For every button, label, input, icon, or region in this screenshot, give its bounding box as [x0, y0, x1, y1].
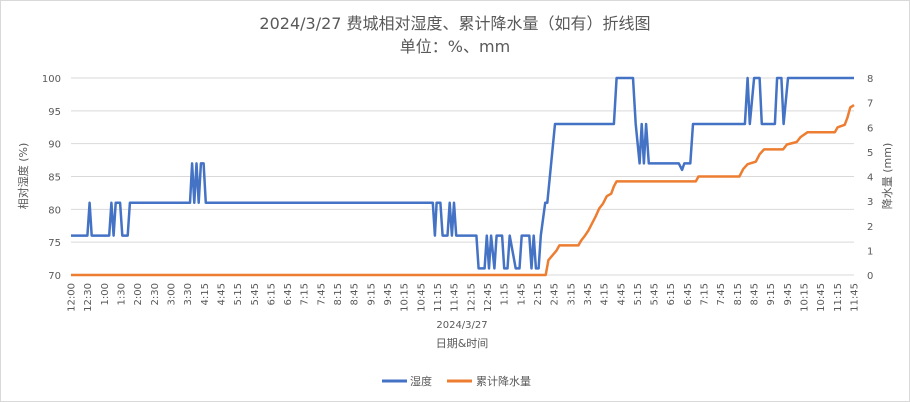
x-tick-label: 8:15 — [733, 283, 744, 305]
x-tick-label: 12:45 — [483, 283, 494, 312]
left-y-tick-label: 95 — [48, 107, 61, 118]
legend: 湿度 累计降水量 — [382, 374, 531, 388]
x-tick-label: 4:45 — [616, 283, 627, 305]
x-tick-label: 1:00 — [100, 283, 111, 305]
left-y-axis-title: 相对湿度 (%) — [16, 143, 30, 210]
right-y-tick-label: 0 — [867, 271, 873, 282]
x-tick-label: 7:15 — [300, 283, 311, 305]
x-tick-label: 5:45 — [650, 283, 661, 305]
x-tick-label: 3:15 — [566, 283, 577, 305]
x-tick-label: 6:45 — [683, 283, 694, 305]
x-tick-label: 12:00 — [67, 283, 78, 312]
right-y-tick-label: 4 — [867, 173, 873, 184]
right-y-tick-labels: 0 1 2 3 4 5 6 7 8 — [867, 74, 873, 282]
left-y-tick-label: 85 — [48, 173, 61, 184]
x-tick-label: 4:15 — [200, 283, 211, 305]
chart-title: 2024/3/27 费城相对湿度、累计降水量（如有）折线图 — [259, 14, 650, 33]
left-y-tick-label: 80 — [48, 205, 61, 216]
x-tick-label: 2:15 — [533, 283, 544, 305]
x-tick-label: 10:15 — [400, 283, 411, 312]
right-y-tick-label: 1 — [867, 246, 873, 257]
x-tick-label: 11:15 — [433, 283, 444, 312]
left-y-tick-label: 75 — [48, 238, 61, 249]
x-tick-label: 8:45 — [750, 283, 761, 305]
x-tick-label: 9:45 — [383, 283, 394, 305]
x-tick-label: 12:30 — [83, 283, 94, 312]
x-tick-label: 6:15 — [666, 283, 677, 305]
series-lines — [71, 76, 855, 277]
x-tick-label: 5:15 — [233, 283, 244, 305]
x-tick-label: 8:15 — [333, 283, 344, 305]
humidity-series-line — [71, 76, 854, 270]
x-tick-label: 1:15 — [500, 283, 511, 305]
x-tick-label: 10:15 — [800, 283, 811, 312]
x-tick-label: 3:45 — [583, 283, 594, 305]
x-tick-label: 10:45 — [416, 283, 427, 312]
x-tick-label: 2:00 — [133, 283, 144, 305]
legend-humidity-label: 湿度 — [410, 374, 432, 388]
x-tick-label: 5:45 — [250, 283, 261, 305]
x-tick-label: 1:30 — [116, 283, 127, 305]
gridlines — [71, 77, 854, 276]
x-tick-label: 9:15 — [766, 283, 777, 305]
x-tick-label: 9:15 — [366, 283, 377, 305]
right-y-tick-label: 3 — [867, 197, 873, 208]
right-y-tick-label: 6 — [867, 123, 873, 134]
precipitation-series-line — [71, 104, 855, 277]
x-tick-label: 2:45 — [550, 283, 561, 305]
left-y-tick-label: 70 — [48, 271, 61, 282]
right-y-tick-label: 8 — [867, 74, 873, 85]
x-tick-label: 6:15 — [266, 283, 277, 305]
x-group-label: 2024/3/27 — [436, 320, 487, 331]
x-tick-label: 4:45 — [216, 283, 227, 305]
x-tick-label: 7:45 — [316, 283, 327, 305]
x-tick-label: 4:15 — [600, 283, 611, 305]
x-tick-label: 1:45 — [516, 283, 527, 305]
right-y-tick-label: 5 — [867, 148, 873, 159]
x-tick-label: 11:15 — [833, 283, 844, 312]
x-tick-label: 12:15 — [466, 283, 477, 312]
x-tick-label: 11:45 — [850, 283, 861, 312]
x-tick-label: 9:45 — [783, 283, 794, 305]
x-tick-label: 10:45 — [816, 283, 827, 312]
right-y-tick-label: 7 — [867, 99, 873, 110]
right-y-tick-label: 2 — [867, 222, 873, 233]
left-y-tick-label: 90 — [48, 140, 61, 151]
x-tick-label: 8:45 — [350, 283, 361, 305]
left-y-tick-label: 100 — [42, 74, 61, 85]
x-tick-label: 7:45 — [716, 283, 727, 305]
x-tick-label: 2:30 — [150, 283, 161, 305]
legend-precip-label: 累计降水量 — [476, 374, 531, 388]
x-tick-label: 5:15 — [633, 283, 644, 305]
x-tick-label: 3:30 — [183, 283, 194, 305]
x-tick-label: 11:45 — [450, 283, 461, 312]
x-tick-label: 3:00 — [166, 283, 177, 305]
x-tick-label: 6:45 — [283, 283, 294, 305]
right-y-axis-title: 降水量 (mm) — [880, 143, 894, 210]
x-tick-label: 7:15 — [700, 283, 711, 305]
x-tick-labels: 12:00 12:30 1:00 1:30 2:00 2:30 3:00 3:30 4:15 4:… — [67, 283, 861, 312]
left-y-tick-labels: 70 75 80 85 90 95 100 — [42, 74, 61, 282]
chart-subtitle: 单位：%、mm — [400, 37, 510, 56]
x-axis-title: 日期&时间 — [436, 337, 489, 350]
